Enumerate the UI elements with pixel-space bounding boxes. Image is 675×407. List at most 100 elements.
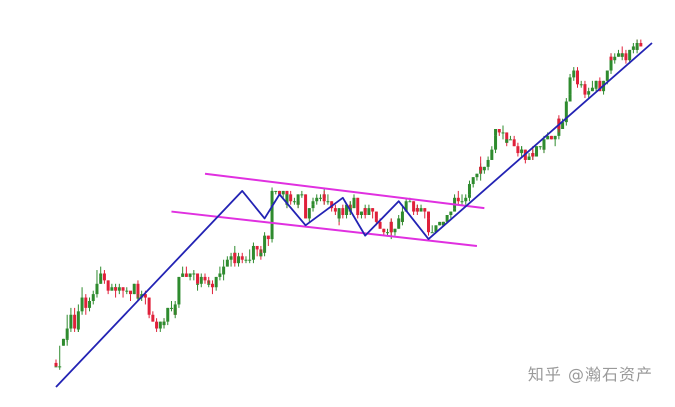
candle-body xyxy=(445,215,449,222)
candle-body xyxy=(147,301,151,315)
candle-body xyxy=(58,366,62,368)
candle-body xyxy=(505,139,509,143)
candle-body xyxy=(609,56,613,61)
candle-body xyxy=(292,201,296,203)
candle-body xyxy=(222,273,226,275)
candle-body xyxy=(229,256,233,260)
candle xyxy=(192,270,196,281)
candle xyxy=(80,287,84,315)
candle-body xyxy=(263,235,267,253)
candle-body xyxy=(285,194,289,205)
candle xyxy=(352,194,356,209)
candle xyxy=(304,194,308,219)
candle-body xyxy=(240,256,244,260)
candle xyxy=(613,53,617,64)
candle xyxy=(326,194,330,205)
candle xyxy=(363,208,367,219)
candle-body xyxy=(590,87,594,92)
candle-body xyxy=(99,276,103,284)
candle xyxy=(576,67,579,88)
candle xyxy=(434,225,438,233)
candle-body xyxy=(538,146,542,148)
candle-body xyxy=(102,273,106,281)
candle-body xyxy=(359,211,363,215)
candle-body xyxy=(255,245,259,250)
candle xyxy=(125,287,129,295)
candle xyxy=(516,142,520,157)
candle xyxy=(494,129,498,140)
candle xyxy=(549,135,553,140)
candle-body xyxy=(449,211,453,215)
candle xyxy=(117,283,121,295)
candle-body xyxy=(54,362,58,367)
candle-body xyxy=(222,266,226,274)
candle xyxy=(386,228,390,236)
candle xyxy=(568,73,572,99)
candle-body xyxy=(177,276,181,305)
candle xyxy=(281,190,285,198)
candle-body xyxy=(441,221,445,226)
candle xyxy=(99,266,103,281)
candle xyxy=(218,266,222,281)
candle xyxy=(341,204,345,219)
candle xyxy=(400,204,404,226)
candle-body xyxy=(371,208,375,212)
candle-body xyxy=(125,290,129,292)
candle xyxy=(210,280,214,295)
candle xyxy=(162,318,166,329)
candle-body xyxy=(330,201,334,209)
candle-body xyxy=(114,287,118,291)
candle-body xyxy=(352,197,356,209)
candle-body xyxy=(65,328,69,339)
candle-body xyxy=(624,53,628,61)
candle xyxy=(438,221,442,226)
candle-body xyxy=(318,197,322,199)
candle-body xyxy=(605,70,609,81)
candle xyxy=(572,67,576,81)
candle xyxy=(587,87,591,99)
candle-body xyxy=(270,204,274,240)
candle xyxy=(91,290,95,305)
candle-body xyxy=(427,218,430,233)
candle-body xyxy=(419,208,423,212)
candle xyxy=(69,307,73,332)
candle xyxy=(486,156,490,171)
candle-body xyxy=(587,91,591,95)
candle xyxy=(311,197,315,205)
candle-body xyxy=(225,259,229,267)
watermark-text: 知乎 @瀚石资产 xyxy=(527,365,653,384)
candle xyxy=(620,53,624,61)
candle xyxy=(88,297,92,305)
candle xyxy=(255,245,259,257)
candle-body xyxy=(415,208,419,212)
candle xyxy=(508,135,512,141)
candle xyxy=(553,135,557,147)
candle xyxy=(639,39,643,47)
candle-body xyxy=(181,273,185,277)
candle-body xyxy=(471,177,475,185)
candle-body xyxy=(76,311,80,329)
candle-body xyxy=(210,283,214,288)
candle xyxy=(259,249,263,257)
candle-body xyxy=(196,273,200,284)
candle-body xyxy=(278,190,281,195)
candle-body xyxy=(244,259,248,261)
candle xyxy=(564,98,568,126)
candle-body xyxy=(527,156,531,160)
candle-body xyxy=(326,201,330,203)
candle-body xyxy=(631,46,635,50)
candle-body xyxy=(404,201,408,212)
candle-body xyxy=(110,287,114,291)
candle-body xyxy=(427,211,430,219)
candle-body xyxy=(389,221,393,233)
candle xyxy=(635,39,639,54)
candle-body xyxy=(151,314,155,322)
channel-upper-line xyxy=(204,172,485,210)
candle xyxy=(333,204,337,215)
candle-body xyxy=(207,283,211,285)
channel-lower-line xyxy=(171,210,478,247)
candle xyxy=(389,218,393,236)
candle-body xyxy=(613,56,617,61)
candle xyxy=(233,252,237,267)
